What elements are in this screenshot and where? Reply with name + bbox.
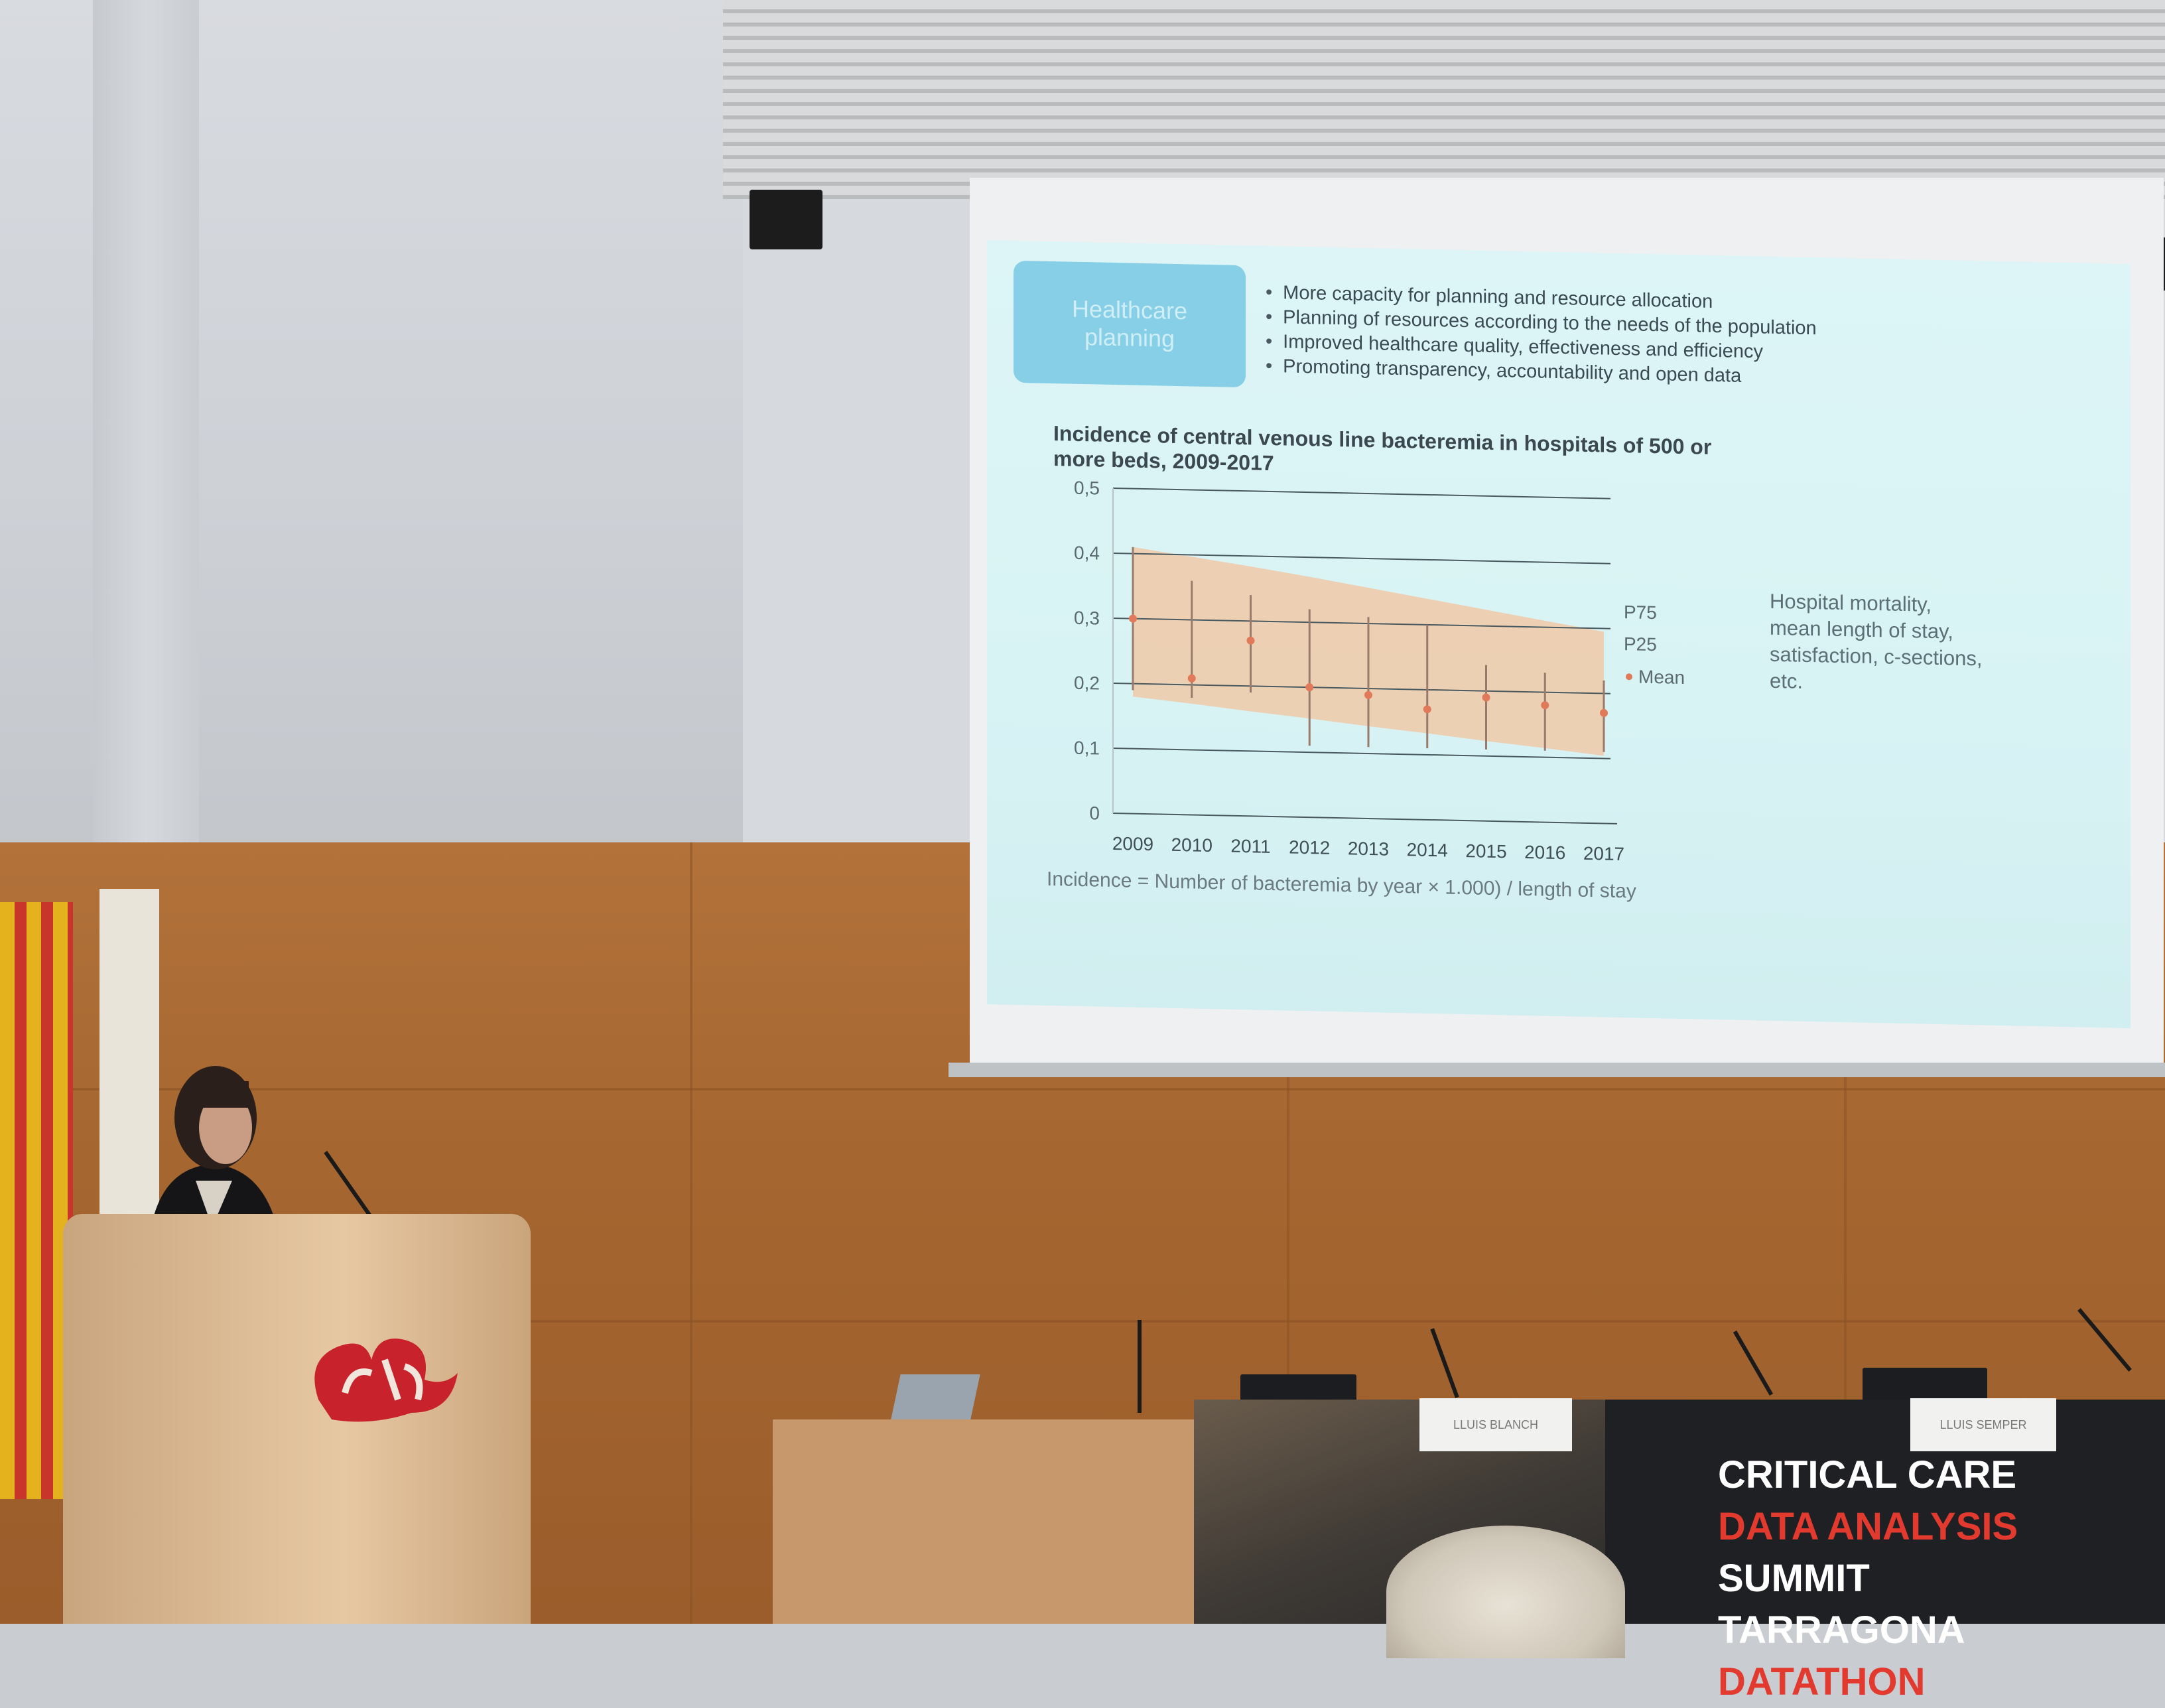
mean-point <box>1129 614 1137 623</box>
wood-seam <box>690 842 692 1624</box>
banner-line2: DATA ANALYSIS SUMMIT <box>1718 1501 2165 1605</box>
laptop <box>890 1374 980 1422</box>
banner-line3-white: TARRAGONA <box>1718 1609 1964 1652</box>
gridline <box>1113 617 1610 629</box>
gridline <box>1113 487 1610 499</box>
y-tick-label: 0,3 <box>1074 608 1100 629</box>
gridline <box>1113 552 1610 564</box>
banner-line3: TARRAGONA DATATHON <box>1718 1605 2165 1708</box>
x-tick-label: 2013 <box>1348 838 1389 859</box>
mean-point <box>1305 683 1314 692</box>
x-tick-label: 2017 <box>1583 843 1624 864</box>
university-logo <box>314 1339 458 1422</box>
gridline <box>1113 747 1610 759</box>
banner-line2-white: SUMMIT <box>1718 1557 1870 1600</box>
mean-point <box>1246 636 1255 645</box>
mean-point <box>1187 674 1196 683</box>
y-tick-label: 0,4 <box>1074 543 1100 564</box>
y-tick-label: 0,5 <box>1074 478 1100 499</box>
wood-seam <box>1844 842 1847 1624</box>
healthcare-planning-box: Healthcare planning <box>1014 260 1246 388</box>
mean-point <box>1541 701 1549 710</box>
banner-text: CRITICAL CARE DATA ANALYSIS SUMMIT TARRA… <box>1718 1449 2165 1708</box>
x-tick-label: 2010 <box>1171 834 1213 856</box>
heading-box-line1: Healthcare <box>1071 295 1188 325</box>
slatted-ceiling <box>723 0 2165 199</box>
projected-slide: Healthcare planning More capacity for pl… <box>987 240 2131 1029</box>
y-tick-label: 0,1 <box>1074 738 1100 759</box>
banner-line3-red: DATATHON <box>1718 1660 1926 1703</box>
legend-mean-marker <box>1626 673 1632 681</box>
wood-seam <box>1287 842 1289 1624</box>
podium <box>63 1214 531 1624</box>
namecard: LLUIS BLANCH <box>1419 1398 1572 1451</box>
mean-point <box>1482 693 1490 702</box>
x-tick-label: 2015 <box>1465 840 1506 862</box>
legend-p75: P75 <box>1624 602 1657 623</box>
screen-bottom-bar <box>949 1063 2165 1077</box>
x-axis <box>1113 812 1617 824</box>
wall-speaker-icon <box>750 190 822 249</box>
namecard: LLUIS SEMPER <box>1910 1398 2056 1451</box>
mean-point <box>1423 705 1431 714</box>
incidence-formula: Incidence = Number of bacteremia by year… <box>1047 868 1636 903</box>
x-tick-label: 2016 <box>1524 842 1565 863</box>
table-front <box>773 1419 1204 1624</box>
table-microphone-icon <box>1138 1320 1142 1413</box>
side-note: Hospital mortality, mean length of stay,… <box>1770 589 1983 693</box>
x-tick-label: 2011 <box>1230 836 1270 857</box>
y-tick-label: 0,2 <box>1074 673 1100 694</box>
bullet-list: More capacity for planning and resource … <box>1266 281 1817 390</box>
gridline <box>1113 682 1610 694</box>
legend-mean: Mean <box>1638 667 1685 688</box>
x-tick-label: 2009 <box>1112 833 1153 854</box>
legend-p25: P25 <box>1624 633 1657 655</box>
bacteremia-chart: 0 0,1 0,2 0,3 0,4 0,5 2009 2010 2011 2012 2013 2014… <box>1074 478 1685 864</box>
heading-box-line2: planning <box>1084 323 1175 352</box>
pillar <box>93 0 199 849</box>
x-tick-label: 2012 <box>1289 837 1330 858</box>
banner-line1: CRITICAL CARE <box>1718 1453 2017 1496</box>
mean-point <box>1600 708 1608 717</box>
banner-line2-red: DATA ANALYSIS <box>1718 1505 2018 1548</box>
y-tick-label: 0 <box>1089 803 1100 823</box>
wood-seam <box>0 1088 2165 1090</box>
x-tick-label: 2014 <box>1407 839 1448 860</box>
mean-point <box>1364 690 1372 699</box>
audience-head <box>1386 1526 1625 1658</box>
monitor <box>1863 1368 1987 1401</box>
wood-seam <box>0 1320 2165 1323</box>
catalan-flag <box>0 902 73 1499</box>
